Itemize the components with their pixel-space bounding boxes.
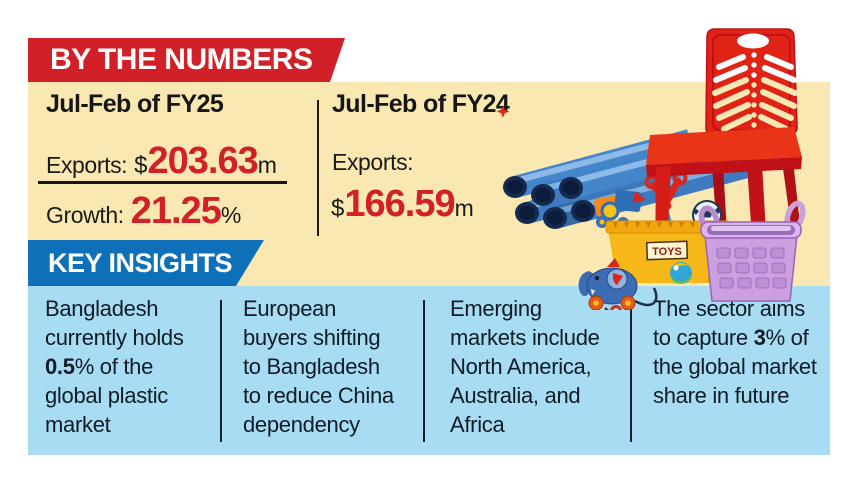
plastic-products-illustration: TOYS bbox=[496, 28, 806, 310]
insight-highlight: 0.5 bbox=[45, 354, 75, 379]
by-the-numbers-banner: BY THE NUMBERS bbox=[28, 38, 345, 82]
insight-divider-2 bbox=[423, 300, 425, 442]
key-insights-banner: KEY INSIGHTS bbox=[28, 240, 264, 286]
insight-item-european-buyers: European buyers shifting to Bangladesh t… bbox=[243, 294, 401, 439]
fy24-exports-label: Exports: bbox=[332, 149, 414, 175]
fy24-period-heading: Jul-Feb of FY24 bbox=[332, 90, 510, 118]
insight-divider-3 bbox=[630, 300, 632, 442]
fy25-exports-unit: m bbox=[257, 152, 277, 178]
insight-item-sector-goal: The sector aims to capture 3% of the glo… bbox=[653, 294, 825, 410]
fy25-exports-value: 203.63 bbox=[147, 140, 259, 182]
elephant-toy-illustration bbox=[578, 258, 658, 310]
fy24-exports-unit: m bbox=[454, 195, 474, 221]
fy25-currency: $ bbox=[134, 152, 148, 179]
insight-text: European buyers shifting to Bangladesh t… bbox=[243, 296, 394, 437]
fy25-divider-rule bbox=[38, 181, 287, 184]
sparkle-icon bbox=[496, 105, 510, 118]
fy25-growth-value: 21.25 bbox=[130, 190, 222, 232]
fy24-exports-value: 166.59 bbox=[344, 183, 455, 225]
fy24-currency: $ bbox=[331, 195, 345, 222]
toys-basket-label: TOYS bbox=[652, 246, 682, 258]
insight-text: Bangladesh currently holds bbox=[45, 296, 184, 350]
fy-columns-divider bbox=[317, 100, 319, 236]
insight-item-emerging-markets: Emerging markets include North America, … bbox=[450, 294, 620, 439]
insights-panel-background bbox=[28, 286, 830, 455]
fy25-growth-unit: % bbox=[220, 202, 242, 228]
insight-divider-1 bbox=[220, 300, 222, 442]
key-insights-title: KEY INSIGHTS bbox=[48, 247, 233, 278]
insight-text: Emerging markets include North America, … bbox=[450, 296, 600, 437]
insight-text: % of the global market share in future bbox=[653, 325, 817, 408]
by-the-numbers-title: BY THE NUMBERS bbox=[50, 43, 313, 76]
fy25-period-heading: Jul-Feb of FY25 bbox=[46, 90, 224, 118]
insight-item-market-share: Bangladesh currently holds 0.5% of the g… bbox=[45, 294, 213, 439]
fy25-exports-line: Exports: $203.63m bbox=[46, 140, 277, 183]
fy25-growth-label: Growth: bbox=[46, 202, 124, 228]
insight-highlight: 3 bbox=[753, 325, 766, 350]
fy24-exports-line: $166.59m bbox=[331, 183, 474, 226]
laundry-basket-illustration bbox=[698, 200, 806, 302]
toy-ball-illustration bbox=[670, 262, 692, 284]
insight-text: % of the global plastic market bbox=[45, 354, 168, 437]
fy25-growth-line: Growth: 21.25% bbox=[46, 190, 241, 233]
fy25-exports-label: Exports: bbox=[46, 152, 128, 178]
